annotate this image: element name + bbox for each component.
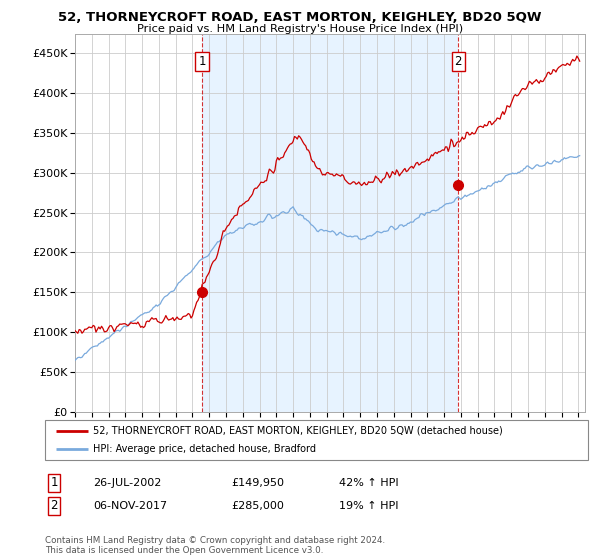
Text: £149,950: £149,950 bbox=[231, 478, 284, 488]
Text: £285,000: £285,000 bbox=[231, 501, 284, 511]
Text: 1: 1 bbox=[198, 55, 206, 68]
Text: Contains HM Land Registry data © Crown copyright and database right 2024.
This d: Contains HM Land Registry data © Crown c… bbox=[45, 536, 385, 556]
Text: 2: 2 bbox=[455, 55, 462, 68]
Text: Price paid vs. HM Land Registry's House Price Index (HPI): Price paid vs. HM Land Registry's House … bbox=[137, 24, 463, 34]
Text: 19% ↑ HPI: 19% ↑ HPI bbox=[339, 501, 398, 511]
Text: 42% ↑ HPI: 42% ↑ HPI bbox=[339, 478, 398, 488]
Text: 26-JUL-2002: 26-JUL-2002 bbox=[93, 478, 161, 488]
Bar bbox=[202, 34, 458, 412]
Text: 06-NOV-2017: 06-NOV-2017 bbox=[93, 501, 167, 511]
Text: 52, THORNEYCROFT ROAD, EAST MORTON, KEIGHLEY, BD20 5QW: 52, THORNEYCROFT ROAD, EAST MORTON, KEIG… bbox=[58, 11, 542, 24]
Text: 1: 1 bbox=[50, 476, 58, 489]
Text: 2: 2 bbox=[50, 499, 58, 512]
Text: 52, THORNEYCROFT ROAD, EAST MORTON, KEIGHLEY, BD20 5QW (detached house): 52, THORNEYCROFT ROAD, EAST MORTON, KEIG… bbox=[93, 426, 503, 436]
Text: HPI: Average price, detached house, Bradford: HPI: Average price, detached house, Brad… bbox=[93, 444, 316, 454]
